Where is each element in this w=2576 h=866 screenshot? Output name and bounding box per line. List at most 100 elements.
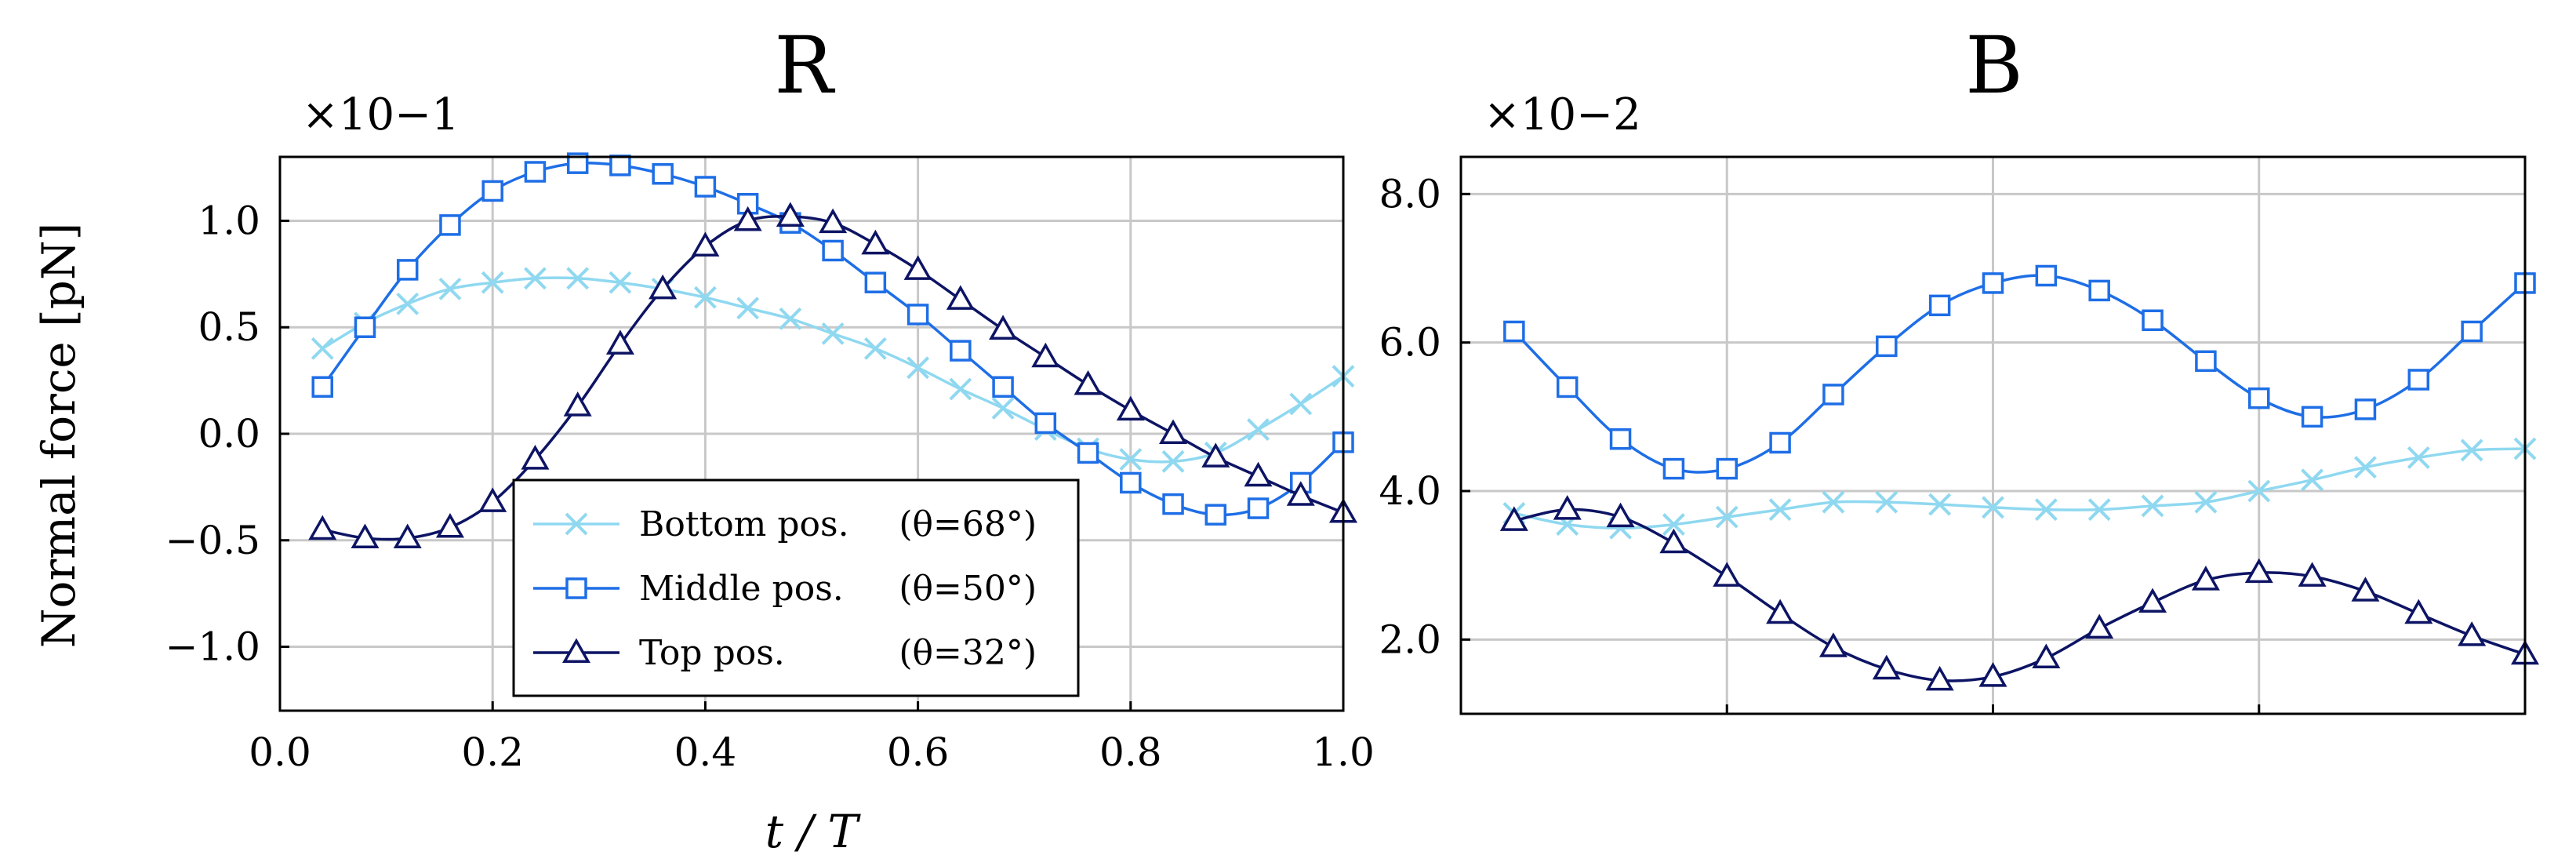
panel-b-series-line-middle-pos [1513, 274, 2527, 474]
panel-r: R ×10−1 −1.0−0.50.00.51.0 0.0 0.2 0.4 0.6 0.… [165, 20, 1375, 858]
panel-r-data-point-middle-pos [1204, 504, 1227, 526]
legend-marker-bottom-pos [565, 512, 588, 536]
panel-b: B ×10−2 2.0 4.0 6.0 8.0 [1379, 20, 2540, 715]
panel-r-data-point-bottom-pos [736, 297, 760, 320]
panel-b-y-ticks: 2.0 4.0 6.0 8.0 [1379, 171, 1441, 662]
legend-label-top-pos: Top pos. [639, 633, 785, 673]
legend-angle-middle-pos: (θ=50°) [899, 569, 1037, 609]
legend-label-bottom-pos: Bottom pos. [639, 504, 849, 544]
legend-entry-bottom-pos: Bottom pos. (θ=68°) [533, 504, 1037, 544]
panel-b-frame [1459, 155, 2527, 715]
panel-r-data-point-top-pos [521, 445, 550, 470]
legend-angle-bottom-pos: (θ=68°) [899, 504, 1037, 544]
panel-r-data-point-middle-pos [524, 161, 547, 183]
panel-b-data-point-top-pos [2298, 562, 2327, 587]
panel-r-y-tick-label: 1.0 [198, 198, 260, 243]
panel-r-data-point-bottom-pos [438, 277, 462, 300]
panel-r-data-point-bottom-pos [1119, 448, 1143, 471]
legend-label-middle-pos: Middle pos. [639, 569, 844, 609]
panel-r-data-point-top-pos [478, 487, 507, 512]
panel-b-data-point-middle-pos [2407, 369, 2430, 391]
panel-b-data-point-bottom-pos [2354, 456, 2377, 479]
panel-b-data-point-bottom-pos [2141, 494, 2164, 518]
panel-r-data-point-top-pos [946, 285, 975, 310]
panel-r-data-point-middle-pos [1034, 412, 1057, 435]
panel-r-data-point-top-pos [563, 391, 592, 417]
panel-b-data-point-middle-pos [1503, 320, 1525, 343]
panel-b-data-point-bottom-pos [2460, 438, 2483, 462]
panel-b-y-tick-label: 4.0 [1379, 468, 1441, 514]
panel-r-data-point-bottom-pos [693, 286, 717, 309]
panel-b-y-tick-label: 2.0 [1379, 617, 1441, 662]
panel-r-y-tick-label: 0.0 [198, 411, 260, 457]
panel-b-data-point-top-pos [2458, 621, 2487, 646]
panel-r-y-tick-label: −1.0 [165, 624, 260, 670]
panel-r-data-point-bottom-pos [1247, 418, 1270, 441]
panel-b-data-point-top-pos [1499, 506, 1528, 531]
panel-r-data-point-middle-pos [1247, 497, 1270, 519]
panel-b-data-point-top-pos [2085, 613, 2114, 639]
panel-r-data-point-bottom-pos [609, 271, 632, 294]
panel-r-data-point-bottom-pos [863, 337, 887, 360]
panel-r-x-ticks: 0.0 0.2 0.4 0.6 0.8 1.0 [249, 730, 1375, 775]
panel-r-y-tick-label: −0.5 [165, 518, 260, 563]
panel-r-data-point-middle-pos [609, 155, 631, 176]
panel-r-data-point-middle-pos [354, 316, 376, 338]
panel-b-data-point-middle-pos [1609, 428, 1632, 450]
panel-r-data-point-top-pos [691, 231, 720, 257]
panel-r-data-point-top-pos [1244, 461, 1273, 487]
panel-r-data-point-top-pos [1201, 442, 1230, 468]
panel-r-data-point-bottom-pos [991, 397, 1015, 420]
panel-b-data-point-middle-pos [1769, 431, 1791, 454]
panel-b-data-point-top-pos [1553, 495, 1582, 520]
panel-b-data-point-middle-pos [1716, 457, 1738, 480]
panel-b-data-point-top-pos [2244, 558, 2273, 584]
panel-r-data-point-bottom-pos [566, 267, 590, 290]
panel-b-data-point-top-pos [1818, 632, 1848, 657]
legend-entry-middle-pos: Middle pos. (θ=50°) [533, 569, 1037, 609]
panel-r-title: R [774, 20, 835, 111]
panel-r-data-point-top-pos [1159, 419, 1188, 444]
panel-r-data-point-middle-pos [396, 259, 419, 281]
panel-b-data-point-middle-pos [2301, 406, 2323, 428]
panel-b-data-point-top-pos [1978, 662, 2007, 687]
panel-r-data-point-bottom-pos [481, 271, 504, 294]
panel-b-title: B [1965, 20, 2023, 111]
panel-b-y-tick-label: 8.0 [1379, 171, 1441, 216]
panel-r-data-point-top-pos [393, 523, 422, 549]
panel-r-data-point-middle-pos [950, 340, 972, 362]
panel-r-data-point-middle-pos [1120, 471, 1142, 494]
panel-b-data-point-top-pos [2404, 599, 2433, 624]
panel-r-y-tick-label: 0.5 [198, 304, 260, 350]
panel-b-data-point-bottom-pos [1875, 490, 1898, 514]
legend: Bottom pos. (θ=68°) Middle pos. (θ=50°) Top … [512, 478, 1080, 697]
panel-r-data-point-top-pos [435, 512, 464, 538]
panel-r-data-point-top-pos [1286, 481, 1315, 506]
panel-b-series [1499, 264, 2540, 691]
panel-r-data-point-bottom-pos [1161, 449, 1185, 473]
panel-b-series-top-pos [1499, 495, 2540, 691]
panel-r-series-top-pos [308, 202, 1358, 549]
panel-b-data-point-top-pos [1713, 562, 1742, 587]
panel-b-data-point-middle-pos [1982, 272, 2004, 294]
panel-b-data-point-top-pos [1872, 654, 1901, 680]
panel-b-data-point-bottom-pos [1822, 490, 1845, 514]
panel-r-data-point-middle-pos [652, 162, 674, 185]
panel-r-data-point-top-pos [308, 515, 337, 540]
panel-b-data-point-bottom-pos [2247, 479, 2271, 503]
panel-b-data-point-top-pos [1925, 665, 1954, 691]
panel-r-data-point-top-pos [861, 229, 890, 255]
panel-r-data-point-top-pos [649, 274, 678, 300]
panel-b-data-point-middle-pos [2354, 398, 2377, 420]
panel-r-data-point-bottom-pos [1289, 392, 1313, 416]
panel-b-data-point-top-pos [1659, 528, 1688, 554]
panel-r-data-point-middle-pos [439, 214, 461, 236]
panel-r-x-tick-label: 0.8 [1099, 730, 1162, 775]
panel-r-data-point-top-pos [1116, 395, 1145, 421]
panel-r-data-point-middle-pos [311, 376, 333, 398]
panel-b-data-point-top-pos [2032, 643, 2061, 668]
panel-b-data-point-middle-pos [1928, 294, 1951, 317]
panel-r-data-point-bottom-pos [524, 267, 547, 290]
legend-angle-top-pos: (θ=32°) [899, 633, 1037, 673]
